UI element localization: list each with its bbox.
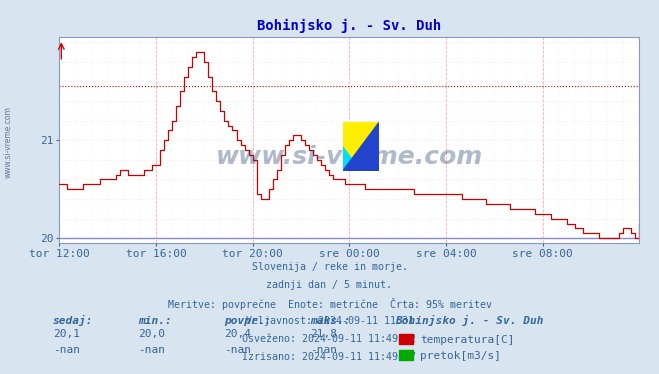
Text: 21,8: 21,8: [310, 329, 337, 338]
Text: -nan: -nan: [224, 346, 251, 355]
Text: 20,4: 20,4: [224, 329, 251, 338]
Polygon shape: [343, 123, 379, 171]
Polygon shape: [343, 123, 379, 171]
Text: Veljavnost: 2024-09-11 11:31: Veljavnost: 2024-09-11 11:31: [246, 316, 413, 326]
Text: pretok[m3/s]: pretok[m3/s]: [420, 352, 501, 361]
Text: min.:: min.:: [138, 316, 172, 325]
Text: temperatura[C]: temperatura[C]: [420, 335, 514, 345]
Text: Bohinjsko j. - Sv. Duh: Bohinjsko j. - Sv. Duh: [395, 315, 544, 325]
Text: sedaj:: sedaj:: [53, 315, 93, 325]
Text: -nan: -nan: [53, 346, 80, 355]
Title: Bohinjsko j. - Sv. Duh: Bohinjsko j. - Sv. Duh: [257, 19, 442, 33]
Text: Izrisano: 2024-09-11 11:49:47: Izrisano: 2024-09-11 11:49:47: [243, 352, 416, 362]
Polygon shape: [343, 147, 361, 171]
Text: 20,0: 20,0: [138, 329, 165, 338]
Text: povpr.:: povpr.:: [224, 316, 272, 325]
Text: -nan: -nan: [310, 346, 337, 355]
Text: Slovenija / reke in morje.: Slovenija / reke in morje.: [252, 262, 407, 272]
Text: 20,1: 20,1: [53, 329, 80, 338]
Text: Osveženo: 2024-09-11 11:49:42: Osveženo: 2024-09-11 11:49:42: [243, 334, 416, 344]
Text: zadnji dan / 5 minut.: zadnji dan / 5 minut.: [266, 280, 393, 290]
Text: www.si-vreme.com: www.si-vreme.com: [3, 106, 13, 178]
Text: www.si-vreme.com: www.si-vreme.com: [215, 145, 483, 169]
Text: maks.:: maks.:: [310, 316, 350, 325]
Text: Meritve: povprečne  Enote: metrične  Črta: 95% meritev: Meritve: povprečne Enote: metrične Črta:…: [167, 298, 492, 310]
Text: -nan: -nan: [138, 346, 165, 355]
